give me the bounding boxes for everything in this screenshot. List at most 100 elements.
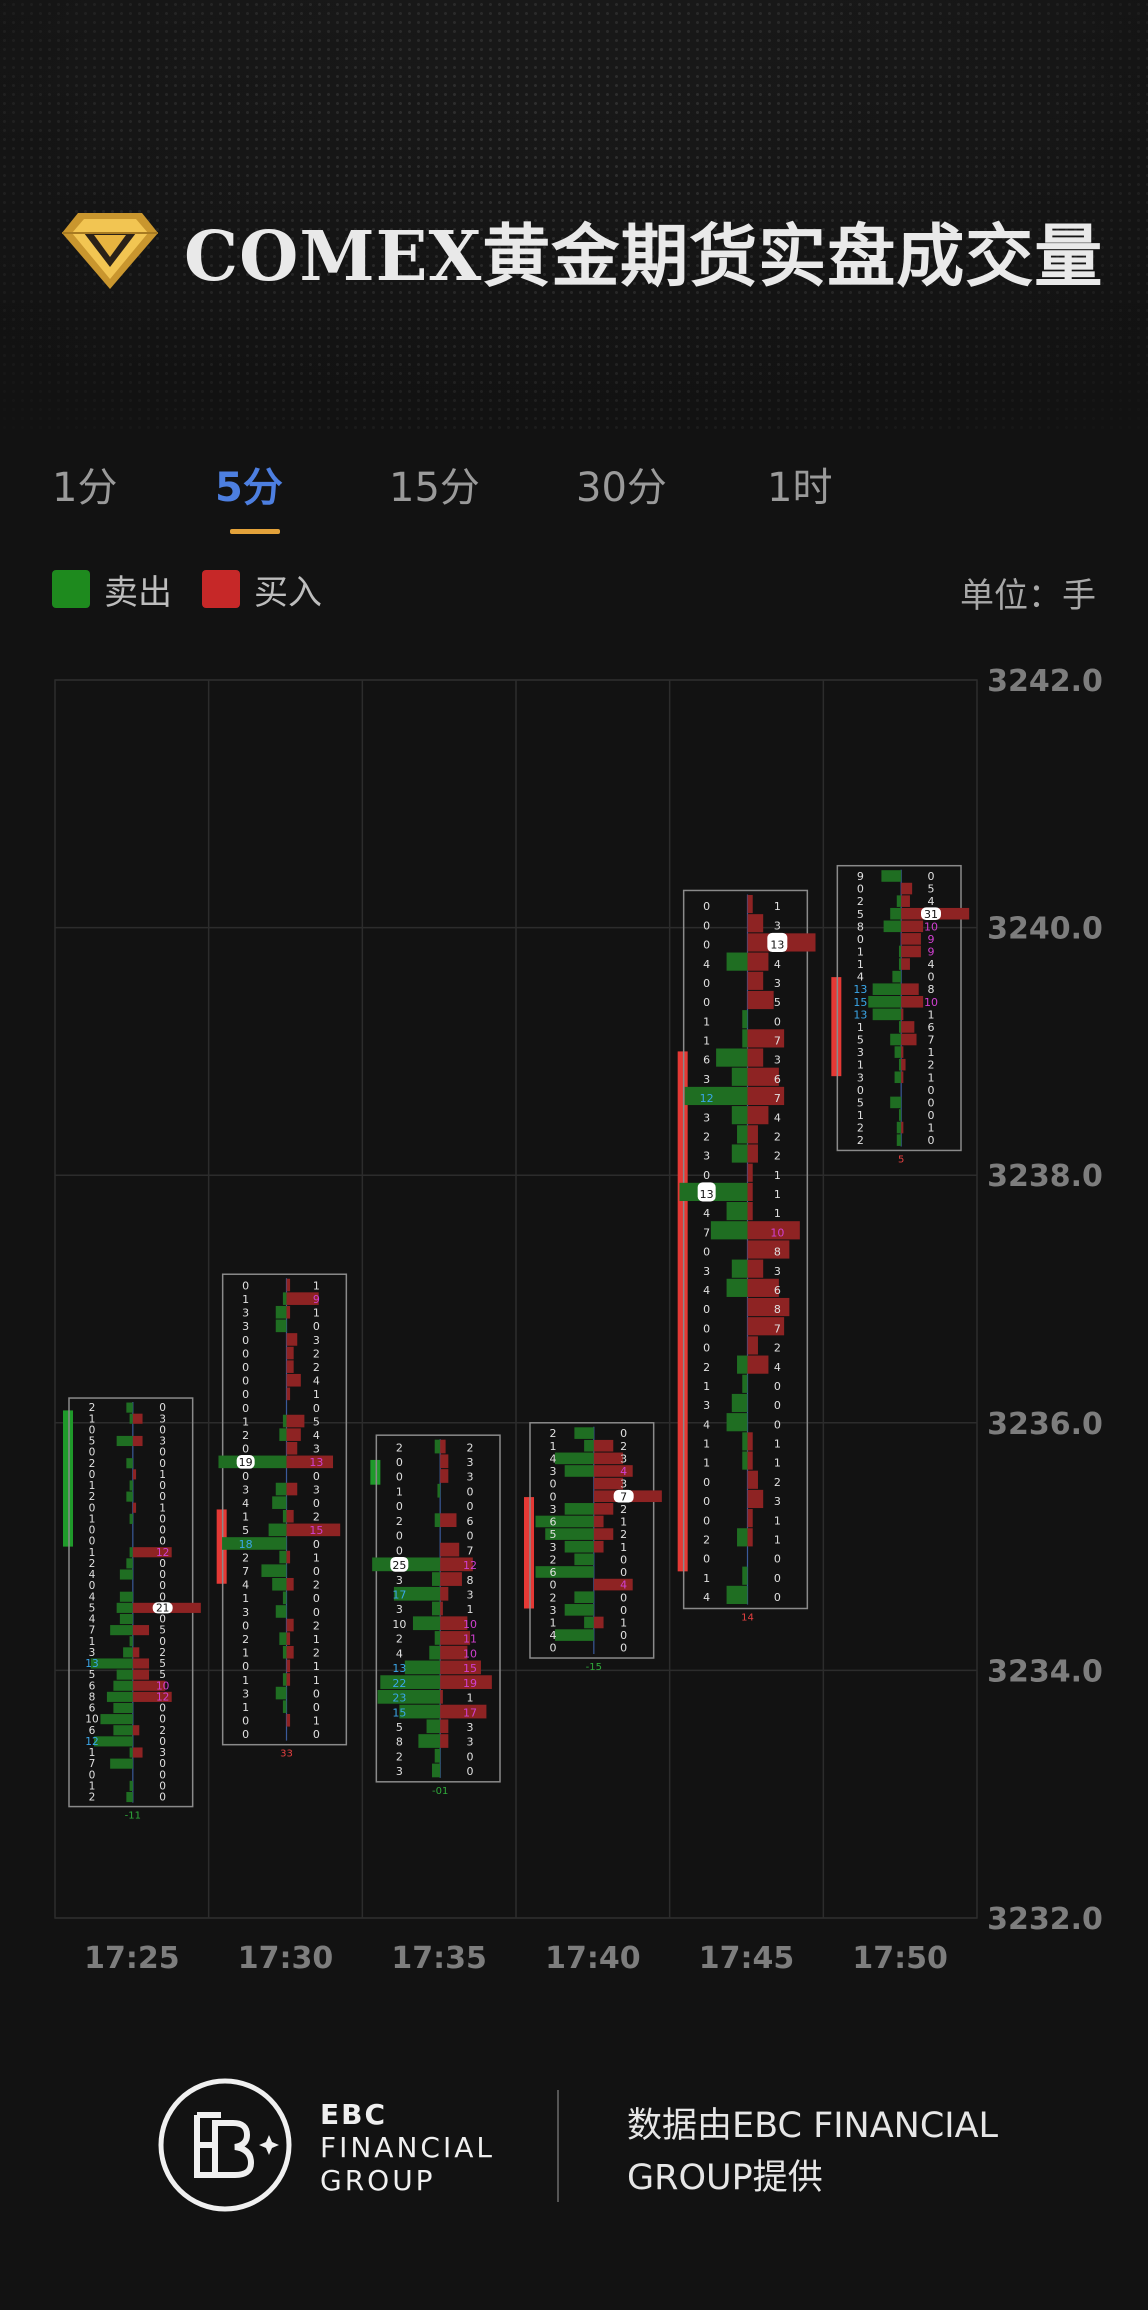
buy-volume-bar xyxy=(901,933,921,945)
tab-1min[interactable]: 1分 xyxy=(52,465,118,511)
sell-volume-label: 3 xyxy=(550,1541,557,1554)
sell-volume-label: 3 xyxy=(550,1465,557,1478)
sell-volume-bar xyxy=(129,1513,133,1524)
sell-volume-bar xyxy=(90,1658,133,1669)
buy-volume-label: 5 xyxy=(159,1658,166,1670)
buy-volume-bar xyxy=(440,1439,446,1454)
delta-label: -01 xyxy=(432,1786,448,1797)
sell-volume-bar xyxy=(731,1067,748,1086)
sell-volume-label: 19 xyxy=(239,1456,253,1469)
candle-body xyxy=(370,1459,381,1485)
sell-volume-label: 3 xyxy=(703,1399,710,1412)
buy-volume-label: 0 xyxy=(159,1424,166,1436)
background-shade xyxy=(0,0,1148,430)
sell-volume-label: 2 xyxy=(396,1750,403,1763)
buy-volume-label: 3 xyxy=(774,1495,781,1508)
sell-volume-label: 4 xyxy=(89,1614,96,1626)
buy-volume-label: 7 xyxy=(774,1092,781,1105)
sell-volume-bar xyxy=(123,1647,133,1658)
sell-volume-bar xyxy=(898,945,902,958)
sell-volume-label: 3 xyxy=(550,1604,557,1617)
sell-volume-label: 2 xyxy=(89,1402,96,1414)
sell-volume-bar xyxy=(100,1714,133,1725)
buy-volume-label: 3 xyxy=(467,1736,474,1749)
buy-volume-bar xyxy=(747,1278,779,1297)
buy-volume-label: 0 xyxy=(467,1485,474,1498)
sell-volume-label: 4 xyxy=(703,958,710,971)
buy-volume-label: 1 xyxy=(313,1307,320,1320)
sell-volume-label: 0 xyxy=(703,1342,710,1355)
buy-volume-label: 0 xyxy=(928,870,935,883)
sell-volume-label: 2 xyxy=(89,1792,96,1804)
sell-volume-bar xyxy=(584,1439,594,1452)
sell-volume-label: 0 xyxy=(89,1536,96,1548)
buy-volume-bar xyxy=(747,1259,764,1278)
sell-volume-bar xyxy=(113,1680,133,1691)
candle-body xyxy=(831,977,842,1077)
sell-volume-bar xyxy=(275,1482,287,1496)
buy-volume-bar xyxy=(747,1432,753,1451)
sell-volume-label: 1 xyxy=(89,1413,96,1425)
sell-swatch xyxy=(52,570,90,608)
buy-volume-label: 0 xyxy=(313,1592,320,1605)
buy-volume-bar xyxy=(132,1413,143,1424)
sell-volume-label: 2 xyxy=(242,1633,249,1646)
sell-volume-label: 2 xyxy=(396,1441,403,1454)
sell-volume-label: 1 xyxy=(242,1415,249,1428)
sell-volume-label: 4 xyxy=(550,1629,557,1642)
buy-volume-label: 7 xyxy=(928,1034,935,1047)
tab-15min[interactable]: 15分 xyxy=(389,465,480,511)
buy-volume-label: 1 xyxy=(928,1071,935,1084)
buy-volume-bar xyxy=(901,945,921,958)
sell-volume-bar xyxy=(710,1221,748,1240)
buy-volume-label: 11 xyxy=(463,1633,477,1646)
buy-volume-bar xyxy=(747,1106,769,1125)
buy-volume-label: 0 xyxy=(159,1792,166,1804)
buy-volume-label: 10 xyxy=(156,1680,170,1692)
sell-volume-label: 1 xyxy=(703,1035,710,1048)
buy-volume-label: 0 xyxy=(313,1320,320,1333)
sell-volume-label: 2 xyxy=(703,1533,710,1546)
candle-body xyxy=(216,1509,227,1584)
sell-volume-label: 0 xyxy=(242,1728,249,1741)
legend: 卖出 买入 xyxy=(52,568,352,613)
highlight-badge xyxy=(697,1182,716,1202)
sell-volume-bar xyxy=(432,1572,441,1586)
buy-volume-label: 6 xyxy=(774,1284,781,1297)
sell-volume-label: 12 xyxy=(700,1092,714,1105)
buy-volume-label: 12 xyxy=(156,1547,169,1559)
buy-volume-bar xyxy=(440,1734,449,1748)
buy-volume-label: 1 xyxy=(313,1674,320,1687)
sell-volume-label: 5 xyxy=(89,1436,96,1448)
sell-volume-bar xyxy=(282,1700,287,1713)
sell-volume-label: 5 xyxy=(89,1602,96,1614)
buy-volume-label: 1 xyxy=(620,1617,627,1630)
sell-volume-label: 1 xyxy=(703,1572,710,1585)
tab-5min[interactable]: 5分 xyxy=(215,465,283,511)
buy-volume-bar xyxy=(747,1086,785,1106)
buy-volume-label: 5 xyxy=(159,1625,166,1637)
buy-volume-bar xyxy=(593,1528,614,1540)
sell-volume-bar xyxy=(106,1691,133,1702)
buy-volume-label: 2 xyxy=(313,1511,320,1524)
buy-volume-bar xyxy=(132,1547,172,1558)
highlight-badge xyxy=(236,1455,255,1469)
sell-volume-bar xyxy=(282,1509,287,1523)
highlight-badge xyxy=(390,1556,409,1572)
buy-volume-label: 6 xyxy=(928,1021,935,1034)
sell-volume-label: 1 xyxy=(857,945,864,958)
tab-1hour[interactable]: 1时 xyxy=(767,465,833,511)
buy-volume-bar xyxy=(286,1414,305,1428)
tab-30min[interactable]: 30分 xyxy=(576,465,667,511)
footprint-box xyxy=(682,889,809,1610)
footprint-box xyxy=(836,864,962,1152)
sell-volume-bar xyxy=(282,1292,287,1305)
buy-volume-label: 0 xyxy=(159,1614,166,1626)
buy-volume-label: 2 xyxy=(159,1725,166,1737)
buy-volume-bar xyxy=(747,1182,753,1202)
sell-volume-label: 0 xyxy=(242,1715,249,1728)
buy-volume-label: 0 xyxy=(313,1538,320,1551)
sell-volume-label: 1 xyxy=(857,1059,864,1072)
buy-volume-bar xyxy=(132,1747,143,1758)
buy-volume-label: 3 xyxy=(774,1054,781,1067)
